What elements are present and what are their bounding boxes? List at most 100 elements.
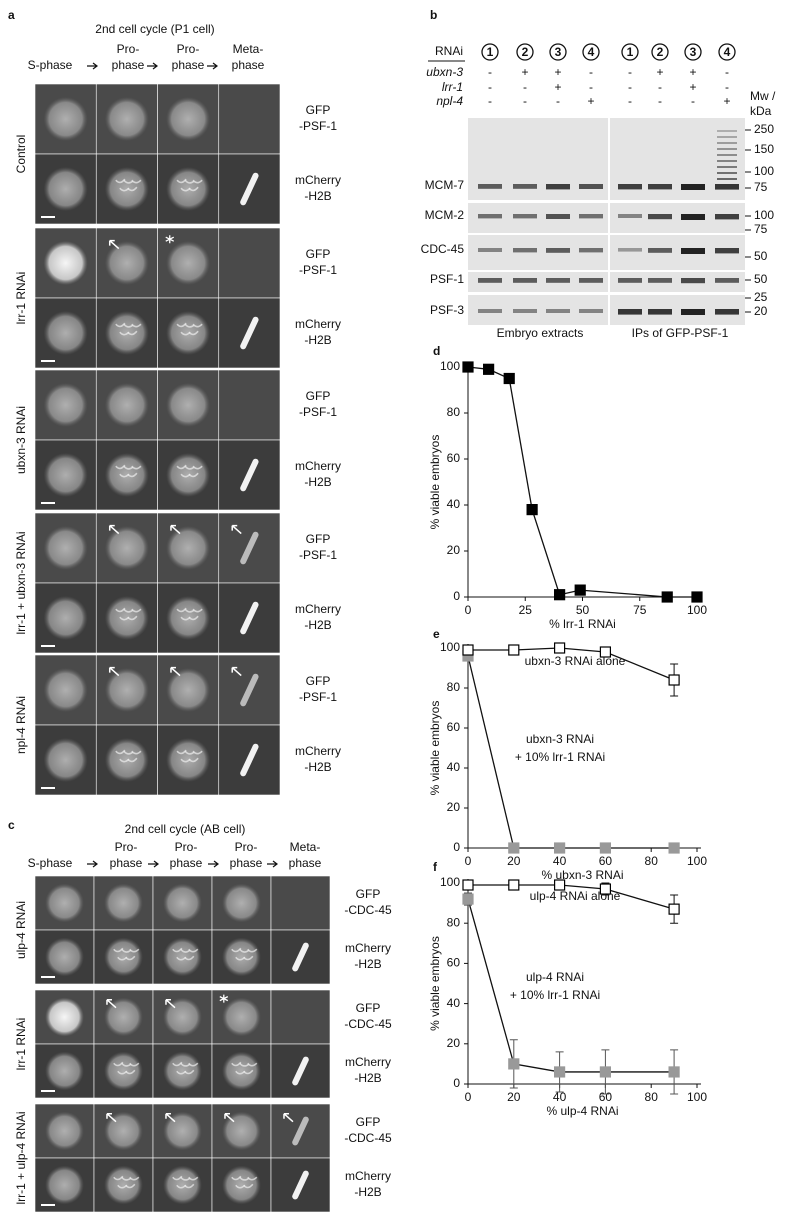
marker	[503, 372, 515, 385]
chromatin	[188, 1062, 199, 1067]
blot-label: CDC-45	[421, 242, 465, 256]
sign: -	[725, 65, 729, 79]
nucleus	[45, 997, 84, 1037]
column-header: Meta-	[290, 840, 321, 854]
x-axis-label: % ulp-4 RNAi	[546, 1104, 618, 1118]
nucleus	[163, 1111, 202, 1151]
lane-circle	[651, 43, 669, 61]
column-header: phase	[112, 58, 145, 72]
column-header: Pro-	[115, 840, 138, 854]
sign: -	[658, 80, 662, 94]
x-tick-label: 40	[553, 854, 567, 868]
mw-header: kDa	[750, 104, 772, 118]
x-tick-label: 50	[576, 603, 590, 617]
chromatin	[192, 179, 203, 184]
chromatin	[125, 955, 136, 961]
channel-label: GFP	[356, 1001, 381, 1015]
mw-label: 20	[754, 304, 768, 318]
chromatin	[184, 1183, 195, 1189]
arrow	[267, 860, 278, 868]
band	[715, 248, 739, 254]
arrow	[148, 860, 159, 868]
nucleus	[45, 883, 84, 923]
channel-label: GFP	[306, 532, 331, 546]
channel-label: mCherry	[295, 173, 341, 187]
nucleus	[45, 937, 84, 977]
axis	[467, 879, 701, 1085]
chromatin	[180, 948, 191, 953]
nucleus	[163, 997, 202, 1037]
chromatin	[188, 615, 199, 621]
channel-label: GFP	[306, 674, 331, 688]
nucleus	[43, 240, 88, 286]
series-label: ulp-4 RNAi alone	[530, 889, 621, 903]
chromatin	[121, 948, 132, 953]
sign: +	[554, 65, 561, 79]
chromatin	[247, 1062, 258, 1067]
lane-number: 2	[522, 45, 529, 59]
nucleus	[104, 525, 149, 571]
marker	[599, 883, 612, 895]
row-label: Control	[14, 135, 28, 174]
marker	[574, 584, 586, 596]
channel-label: -CDC-45	[344, 1017, 392, 1031]
annotation: + 10% lrr-1 RNAi	[515, 750, 605, 764]
nucleus	[104, 1051, 143, 1091]
chromatin	[247, 1176, 258, 1181]
band	[715, 309, 739, 315]
micrograph	[218, 369, 281, 441]
row-label: ulp-4 RNAi	[14, 901, 28, 959]
marker	[599, 842, 612, 854]
nucleus	[166, 525, 211, 571]
band	[648, 214, 672, 220]
panel-label: c	[8, 818, 15, 832]
series-label: ubxn-3 RNAi alone	[525, 654, 626, 668]
chromatin	[131, 323, 142, 328]
chromatin	[184, 179, 195, 184]
row-header: npl-4	[436, 94, 463, 108]
chromatin	[243, 955, 254, 961]
x-tick-label: 20	[507, 854, 521, 868]
y-tick-label: 80	[447, 405, 461, 419]
y-tick-label: 60	[447, 720, 461, 734]
arrow	[87, 860, 98, 868]
band	[546, 214, 570, 219]
marker	[668, 842, 680, 854]
chromatin	[188, 948, 199, 953]
series-label: ubxn-3 RNAi	[526, 732, 594, 746]
band	[546, 309, 570, 313]
y-tick-label: 20	[447, 800, 461, 814]
channel-label: -H2B	[304, 189, 331, 203]
channel-label: GFP	[356, 887, 381, 901]
band	[478, 248, 502, 252]
mw-label: 150	[754, 142, 774, 156]
nucleus	[43, 382, 88, 428]
channel-label: GFP	[306, 103, 331, 117]
marker	[508, 879, 520, 891]
band	[715, 184, 739, 190]
sign: +	[656, 65, 663, 79]
marker	[599, 646, 612, 658]
x-axis-label: % lrr-1 RNAi	[549, 617, 616, 631]
chromatin	[121, 1176, 132, 1181]
y-tick-label: 0	[453, 1076, 460, 1090]
chromatin	[123, 608, 134, 613]
row-label: npl-4 RNAi	[14, 696, 28, 754]
sign: -	[628, 94, 632, 108]
row-label: lrr-1 + ubxn-3 RNAi	[14, 531, 28, 634]
band	[618, 309, 642, 315]
nucleus	[45, 1111, 84, 1151]
channel-label: -H2B	[304, 333, 331, 347]
arrow-marker	[165, 1112, 176, 1123]
column-header: phase	[170, 856, 203, 870]
channel-label: mCherry	[295, 602, 341, 616]
metaphase-plate	[292, 1056, 309, 1086]
blot-label: MCM-2	[425, 208, 465, 222]
marker	[553, 642, 566, 654]
panel-label: f	[433, 860, 438, 874]
metaphase-plate	[240, 531, 259, 565]
nucleus	[43, 737, 88, 783]
ladder-band	[717, 148, 737, 150]
band	[579, 309, 603, 313]
nucleus	[166, 240, 211, 286]
